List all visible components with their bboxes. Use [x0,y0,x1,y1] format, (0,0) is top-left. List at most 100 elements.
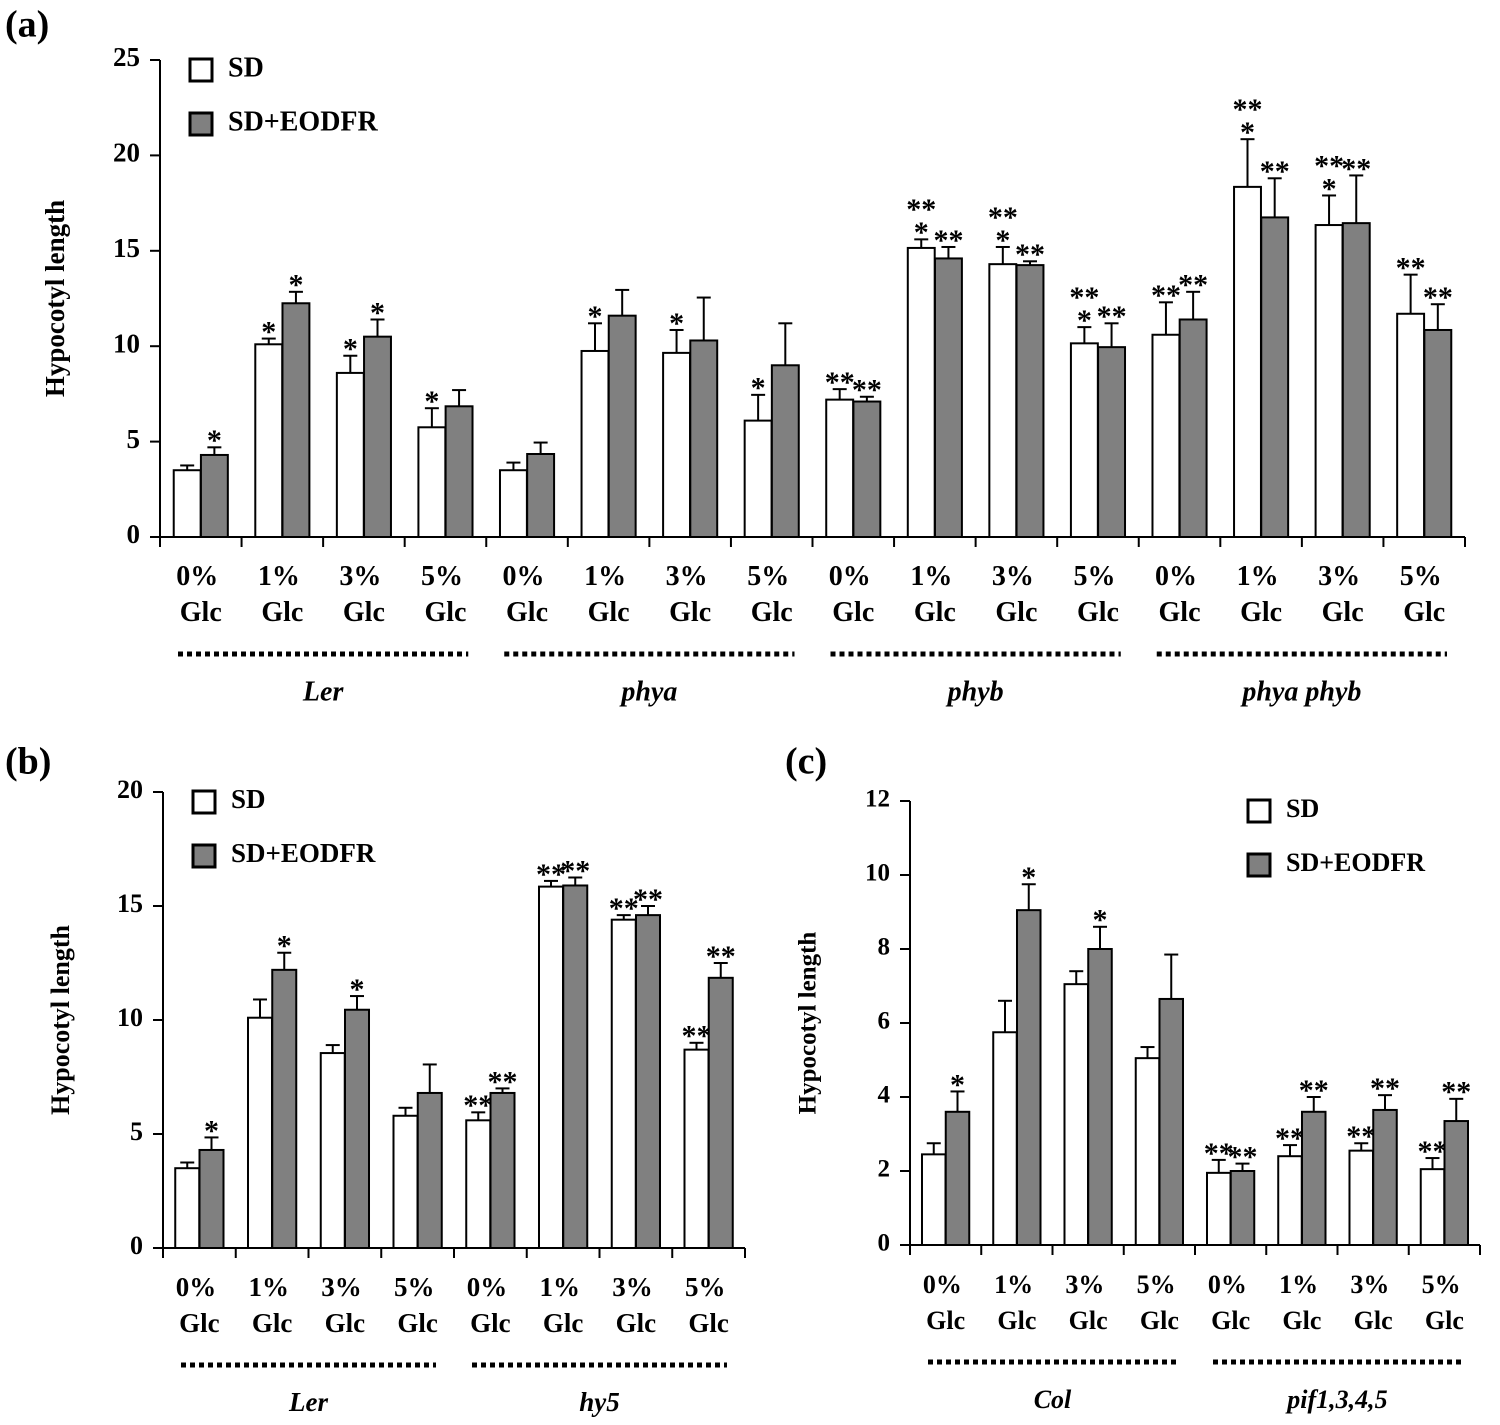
x-tick-label-line: Glc [1077,597,1119,628]
y-axis-label: Hypocotyl length [40,200,70,397]
x-tick-label-line: Glc [669,597,711,628]
x-tick-label-line: Glc [325,1308,366,1338]
error-bar [424,407,439,428]
x-tick-label-line: 0% [503,561,552,592]
x-tick-label: 0% Glc [923,1270,969,1335]
x-tick-label: 1% Glc [584,561,633,628]
bar [920,1153,947,1246]
y-axis-label: Hypocotyl length [795,932,822,1115]
x-tick-label-line: Glc [1425,1306,1464,1335]
significance-mark: * [204,1114,219,1147]
bar [1229,1170,1256,1246]
significance-mark: ** [633,883,663,916]
error-bar [1186,290,1201,320]
error-bar [1403,273,1418,314]
error-bar [568,876,583,886]
bar [1300,1110,1327,1247]
bar [1341,222,1371,538]
x-tick-label-line: 3% [1065,1270,1111,1299]
bar [537,885,565,1249]
x-tick-label: 0% Glc [1155,561,1204,628]
error-bar [713,962,728,978]
significance-mark: * [1093,904,1108,937]
y-tick-label: 0 [130,1231,143,1260]
error-bar [277,951,292,970]
y-tick-label: 6 [878,1008,891,1035]
bar [562,884,589,1249]
bar [1097,346,1127,538]
error-bar [350,995,364,1010]
x-tick-label-line: Glc [252,1308,293,1338]
error-bar [1306,1096,1321,1112]
y-tick-label: 2 [878,1156,891,1183]
error-bar [452,389,467,407]
significance-mark: * [343,333,358,366]
legend-swatch [1246,852,1272,878]
x-tick-label: 0% Glc [176,561,225,628]
x-tick-label-line: 3% [992,561,1041,592]
significance-mark: ** [1341,152,1371,185]
error-bar [950,1090,965,1112]
error-bar [689,1041,704,1050]
x-tick-label-line: Glc [688,1308,729,1338]
error-bar [180,464,195,471]
legend-label: SD [1286,794,1319,823]
bar [1015,909,1042,1247]
x-tick-label-line: 5% [394,1272,441,1302]
x-tick-label-line: Glc [1140,1306,1179,1335]
x-tick-label: 1% Glc [1237,561,1286,628]
x-tick-label-line: 5% [1400,561,1449,592]
error-bar [1023,260,1037,266]
error-bar [1425,1157,1440,1170]
bar [1087,948,1113,1246]
panel-label: (a) [5,4,49,46]
significance-mark: ** [609,892,639,925]
error-bar [253,998,267,1018]
significance-mark: * [995,224,1010,257]
x-tick-label: 1% Glc [1279,1270,1325,1335]
y-tick-label: 5 [130,1117,143,1146]
bar [392,1114,419,1250]
significance-mark: ** [933,224,963,257]
legend-swatch [191,789,217,815]
group-label: hy5 [579,1387,620,1417]
significance-mark: ** [682,1020,712,1053]
x-tick-label-line: Glc [1240,597,1282,628]
x-tick-label-line: 1% [910,561,959,592]
x-tick-label-line: Glc [616,1308,657,1338]
significance-mark: * [914,216,929,249]
x-tick-label-line: Glc [1159,597,1201,628]
x-tick-label: 5% Glc [1400,561,1449,628]
x-tick-label: 0% Glc [1208,1270,1254,1335]
x-tick-label-line: Glc [588,597,630,628]
x-tick-label-line: Glc [180,597,222,628]
error-bar [370,318,385,337]
x-tick-label-line: Glc [506,597,548,628]
bar [1069,342,1099,539]
bar [199,453,229,538]
significance-mark: * [950,1068,965,1101]
bar [1158,997,1185,1247]
bar [363,335,392,538]
error-bar [1164,953,1179,999]
error-bar [995,245,1010,265]
group-label: phyb [946,676,1004,707]
x-tick-label-line: Glc [832,597,874,628]
bar [335,371,365,538]
x-tick-label-line: 5% [747,561,796,592]
bar [1396,312,1426,538]
error-bar [751,393,766,421]
y-tick-label: 20 [117,775,143,804]
error-bar [422,1063,437,1093]
error-bar [616,914,631,920]
y-tick-label: 5 [127,424,141,454]
x-tick-label: 3% Glc [339,561,388,628]
legend-swatch [1246,798,1272,824]
x-tick-label: 0% Glc [503,561,552,628]
significance-mark: * [370,296,385,329]
significance-mark: * [1077,304,1092,337]
error-bar [325,1044,340,1054]
bar [852,400,882,539]
error-bar [1349,174,1364,224]
error-bar [778,322,793,366]
